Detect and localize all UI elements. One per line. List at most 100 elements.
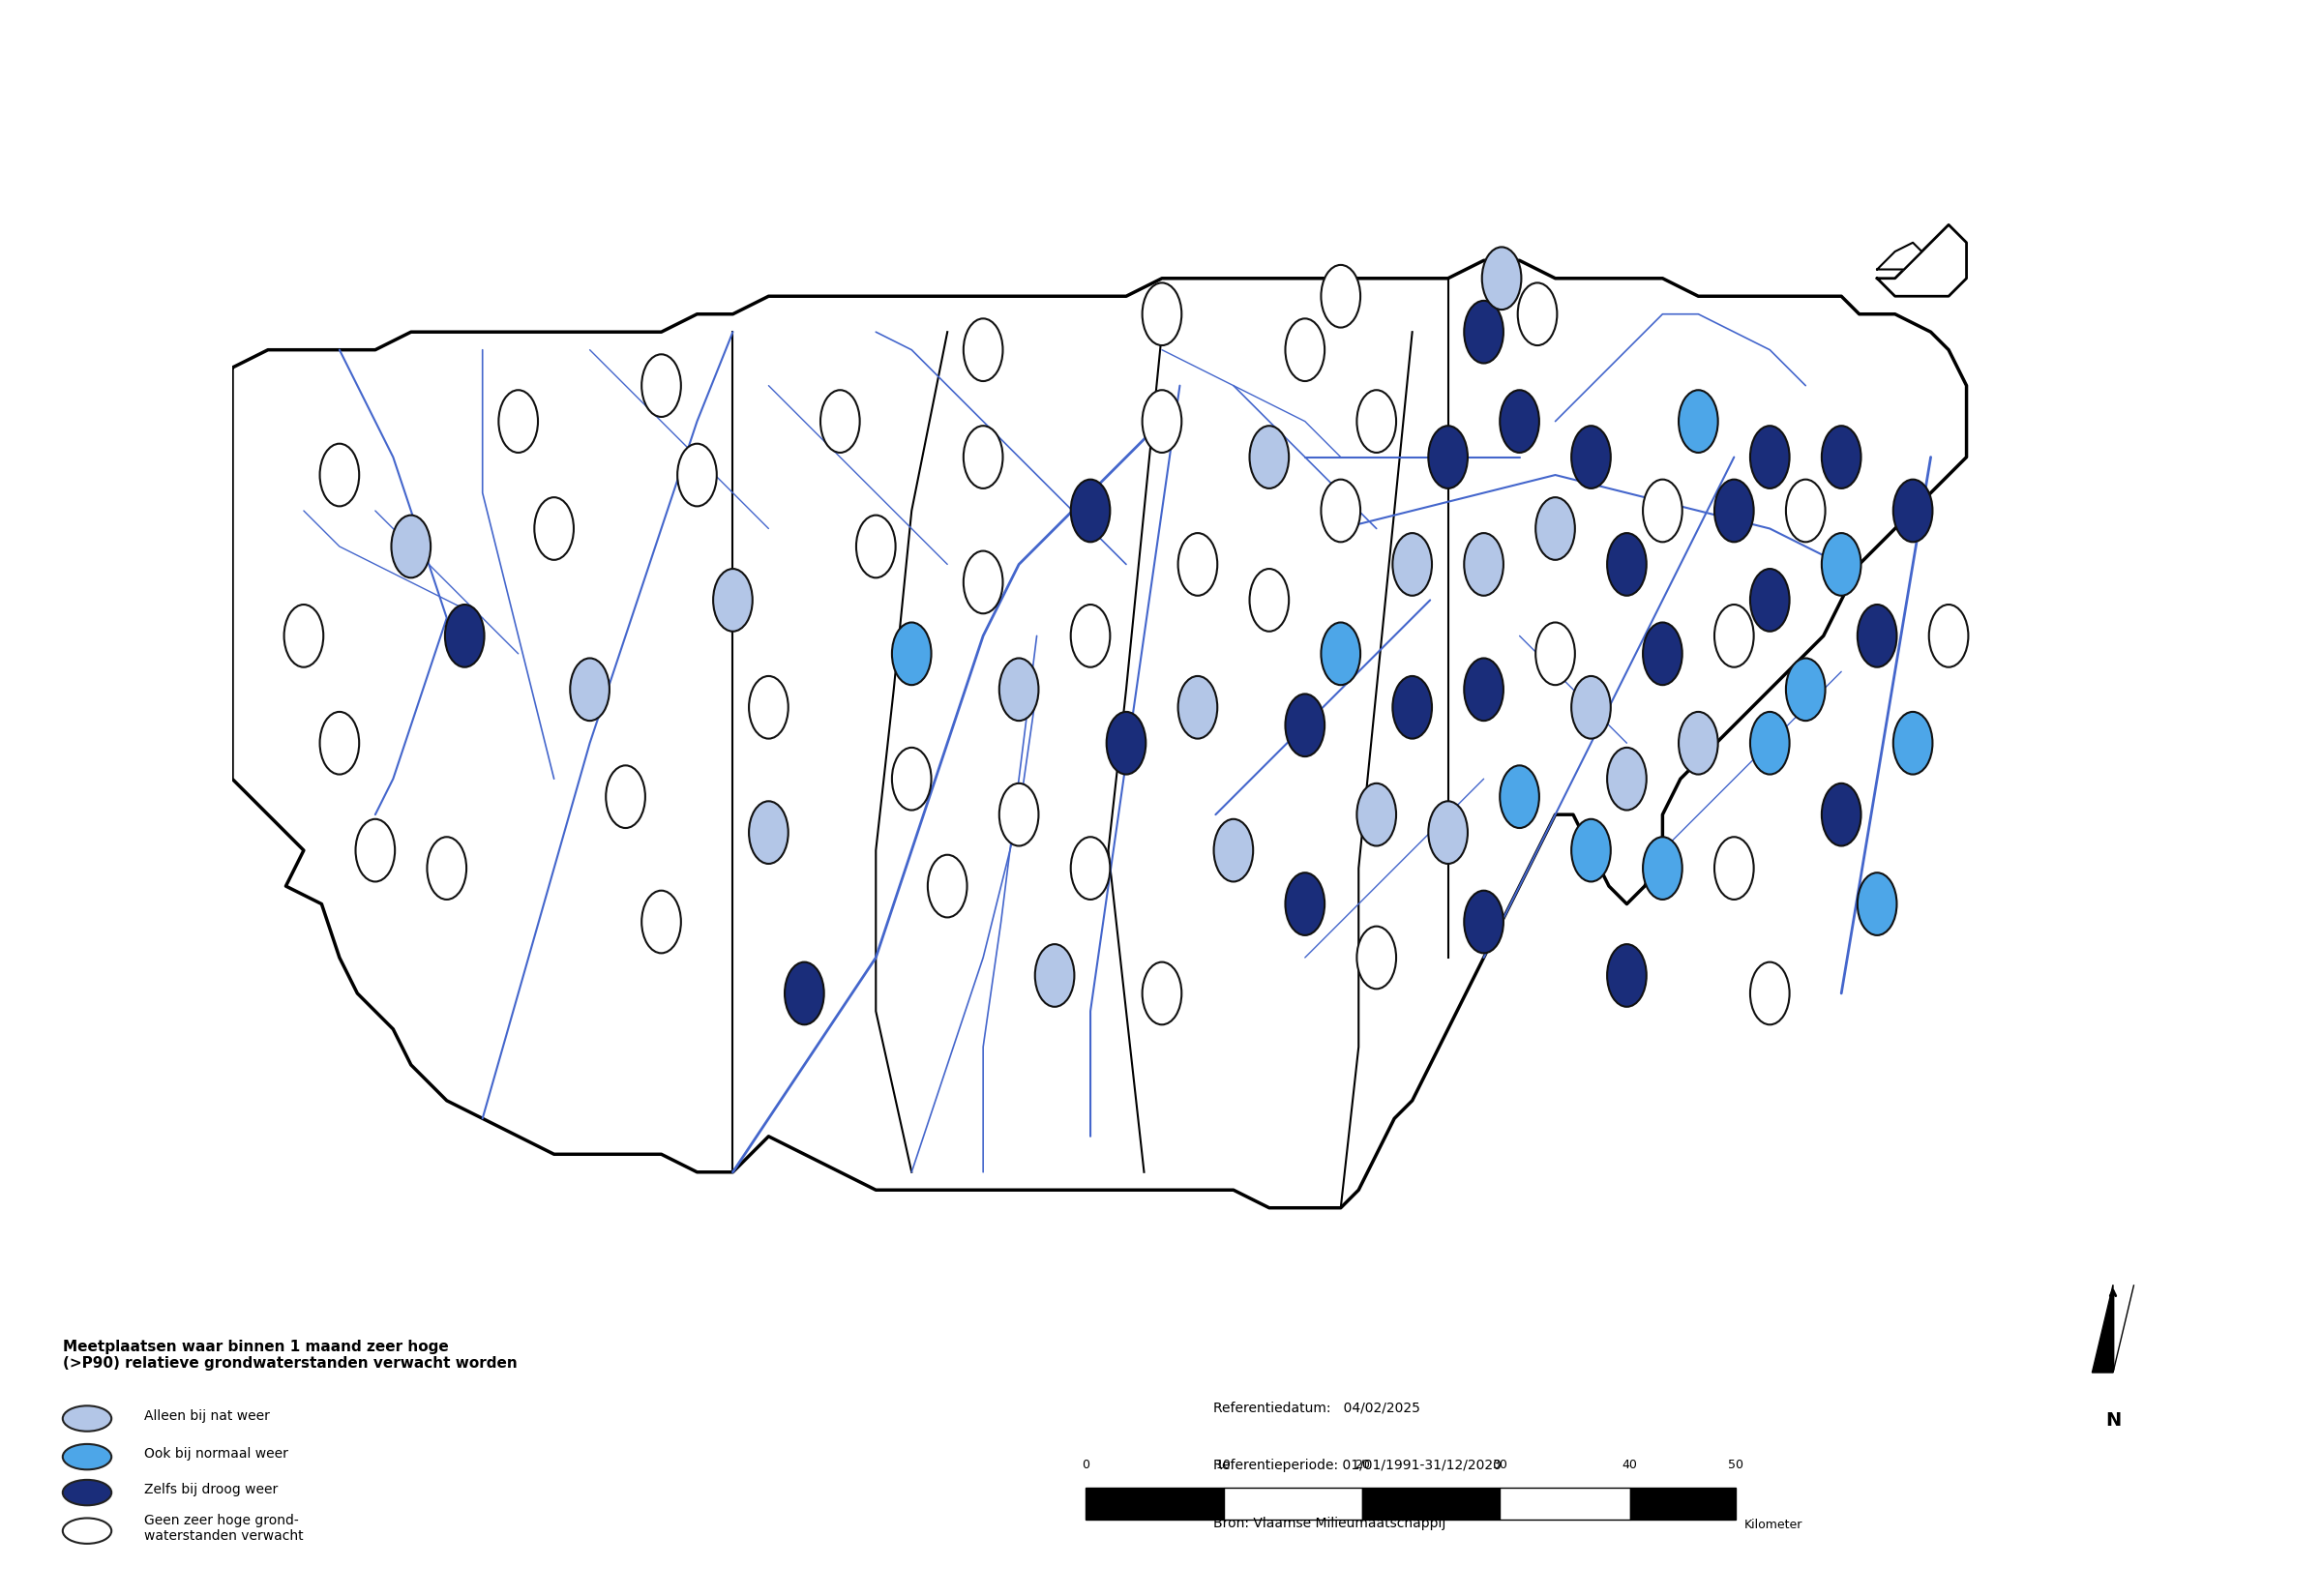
Ellipse shape <box>1393 677 1433 739</box>
Ellipse shape <box>392 516 430 578</box>
Ellipse shape <box>929 855 966 918</box>
Ellipse shape <box>1428 426 1468 488</box>
Ellipse shape <box>1823 426 1860 488</box>
Ellipse shape <box>63 1518 111 1543</box>
Text: N: N <box>2106 1411 2120 1430</box>
Ellipse shape <box>1481 247 1521 310</box>
Ellipse shape <box>1465 533 1502 595</box>
Ellipse shape <box>1714 605 1753 667</box>
Ellipse shape <box>1644 836 1681 900</box>
Ellipse shape <box>283 605 323 667</box>
Text: 20: 20 <box>1354 1459 1370 1472</box>
Ellipse shape <box>1858 873 1897 935</box>
Ellipse shape <box>320 444 360 506</box>
Ellipse shape <box>1286 873 1324 935</box>
Ellipse shape <box>63 1406 111 1432</box>
Ellipse shape <box>1751 568 1790 632</box>
Polygon shape <box>1876 243 1923 270</box>
Ellipse shape <box>320 712 360 774</box>
Text: Zelfs bij droog weer: Zelfs bij droog weer <box>144 1483 279 1497</box>
Ellipse shape <box>1930 605 1969 667</box>
Ellipse shape <box>1572 819 1611 881</box>
Ellipse shape <box>1644 479 1681 543</box>
Text: Meetplaatsen waar binnen 1 maand zeer hoge
(>P90) relatieve grondwaterstanden ve: Meetplaatsen waar binnen 1 maand zeer ho… <box>63 1339 518 1371</box>
Ellipse shape <box>1070 836 1110 900</box>
Ellipse shape <box>641 891 680 953</box>
Ellipse shape <box>1751 962 1790 1025</box>
Ellipse shape <box>1142 282 1182 345</box>
Polygon shape <box>2092 1285 2113 1373</box>
Text: 50: 50 <box>1728 1459 1744 1472</box>
Ellipse shape <box>678 444 717 506</box>
Ellipse shape <box>534 498 574 560</box>
Ellipse shape <box>1892 479 1932 543</box>
Ellipse shape <box>1070 479 1110 543</box>
Ellipse shape <box>1428 801 1468 863</box>
Ellipse shape <box>1751 426 1790 488</box>
Ellipse shape <box>1070 605 1110 667</box>
Text: 0: 0 <box>1082 1459 1089 1472</box>
Ellipse shape <box>998 658 1038 721</box>
Ellipse shape <box>1177 677 1217 739</box>
Ellipse shape <box>1823 784 1860 846</box>
Ellipse shape <box>1714 836 1753 900</box>
Ellipse shape <box>355 819 395 881</box>
Ellipse shape <box>1679 389 1718 453</box>
Text: Ook bij normaal weer: Ook bij normaal weer <box>144 1448 288 1460</box>
Ellipse shape <box>1465 658 1502 721</box>
Text: 10: 10 <box>1217 1459 1231 1472</box>
Ellipse shape <box>1142 962 1182 1025</box>
Ellipse shape <box>499 389 539 453</box>
Ellipse shape <box>1607 533 1646 595</box>
Ellipse shape <box>1572 677 1611 739</box>
Ellipse shape <box>1321 479 1361 543</box>
Ellipse shape <box>1177 533 1217 595</box>
Ellipse shape <box>1535 622 1574 685</box>
Ellipse shape <box>1500 389 1539 453</box>
Ellipse shape <box>1607 945 1646 1007</box>
Text: 30: 30 <box>1493 1459 1507 1472</box>
Ellipse shape <box>1249 426 1289 488</box>
Ellipse shape <box>1286 694 1324 757</box>
Ellipse shape <box>1714 479 1753 543</box>
Ellipse shape <box>1214 819 1254 881</box>
Text: Referentieperiode: 01/01/1991-31/12/2020: Referentieperiode: 01/01/1991-31/12/2020 <box>1214 1459 1502 1472</box>
Ellipse shape <box>1500 766 1539 828</box>
Text: 40: 40 <box>1623 1459 1637 1472</box>
FancyBboxPatch shape <box>1630 1487 1737 1519</box>
Ellipse shape <box>1786 479 1825 543</box>
Ellipse shape <box>1823 533 1860 595</box>
Ellipse shape <box>964 426 1003 488</box>
Ellipse shape <box>641 354 680 417</box>
Ellipse shape <box>1858 605 1897 667</box>
Text: Referentiedatum:   04/02/2025: Referentiedatum: 04/02/2025 <box>1214 1401 1421 1414</box>
Ellipse shape <box>1321 622 1361 685</box>
Ellipse shape <box>1465 891 1502 953</box>
Ellipse shape <box>446 605 485 667</box>
Text: Bron: Vlaamse Milieumaatschappij: Bron: Vlaamse Milieumaatschappij <box>1214 1516 1447 1529</box>
Ellipse shape <box>63 1444 111 1470</box>
Text: Geen zeer hoge grond-
waterstanden verwacht: Geen zeer hoge grond- waterstanden verwa… <box>144 1513 304 1543</box>
Ellipse shape <box>1108 712 1145 774</box>
Ellipse shape <box>1572 426 1611 488</box>
Ellipse shape <box>606 766 646 828</box>
Ellipse shape <box>892 747 931 811</box>
Ellipse shape <box>713 568 752 632</box>
Text: Kilometer: Kilometer <box>1744 1519 1802 1531</box>
Ellipse shape <box>1393 533 1433 595</box>
Ellipse shape <box>1607 747 1646 811</box>
Ellipse shape <box>63 1479 111 1505</box>
Ellipse shape <box>1356 389 1396 453</box>
Ellipse shape <box>1751 712 1790 774</box>
Ellipse shape <box>892 622 931 685</box>
Ellipse shape <box>1321 265 1361 327</box>
Ellipse shape <box>820 389 859 453</box>
Polygon shape <box>2113 1285 2134 1373</box>
Ellipse shape <box>964 319 1003 381</box>
FancyBboxPatch shape <box>1500 1487 1630 1519</box>
Ellipse shape <box>750 801 787 863</box>
Ellipse shape <box>571 658 608 721</box>
Ellipse shape <box>1036 945 1075 1007</box>
Ellipse shape <box>1644 622 1681 685</box>
FancyBboxPatch shape <box>1224 1487 1361 1519</box>
